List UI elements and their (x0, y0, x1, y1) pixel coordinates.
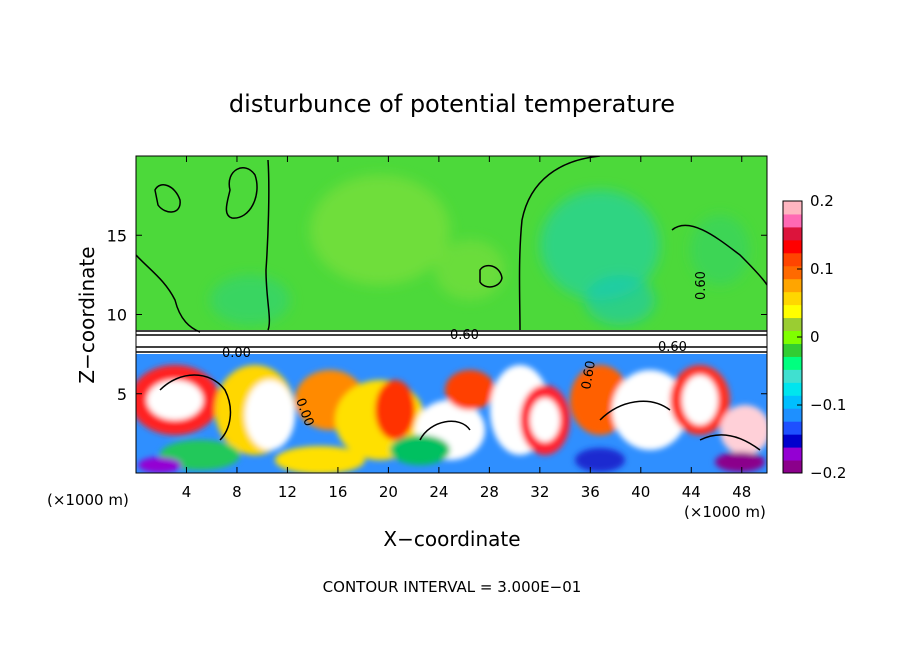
colorbar-swatch (783, 330, 802, 344)
colorbar-swatch (783, 460, 802, 474)
colorbar-swatch (783, 317, 802, 332)
colorbar-swatch (783, 382, 802, 396)
chart-title: disturbunce of potential temperature (229, 90, 675, 118)
x-tick-label: 20 (379, 483, 398, 501)
y-tick-label: 15 (107, 226, 127, 245)
y-axis-label: Z−coordinate (75, 246, 99, 383)
colorbar (783, 201, 802, 474)
contour-label: 0.60 (658, 340, 687, 355)
colorbar-tick-label: 0 (810, 328, 820, 346)
colorbar-swatch (783, 265, 802, 280)
x-tick-label: 48 (732, 483, 751, 501)
colorbar-swatch (783, 408, 802, 422)
colorbar-swatch (783, 278, 802, 293)
contour-label: 0.60 (579, 360, 599, 391)
lower-layer-blobs (136, 365, 767, 473)
x-unit-left: (×1000 m) (47, 491, 129, 509)
x-tick-label: 16 (328, 483, 347, 501)
y-tick-label: 5 (117, 385, 127, 404)
x-unit-right: (×1000 m) (684, 503, 766, 521)
y-axis-ticks: 5 10 15 (107, 226, 767, 404)
contour-label: 0.00 (222, 346, 251, 361)
x-tick-label: 44 (682, 483, 701, 501)
contour-label: 0.60 (450, 328, 479, 343)
x-tick-label: 8 (232, 483, 242, 501)
contour-label: 0.60 (694, 271, 709, 300)
x-tick-label: 36 (581, 483, 600, 501)
colorbar-tick-label: 0.2 (810, 192, 834, 210)
x-tick-label: 28 (480, 483, 499, 501)
x-axis-ticks: 4 8 12 16 20 24 28 32 36 40 44 48 (182, 156, 751, 501)
contour-lines (136, 156, 767, 451)
colorbar-swatch (783, 369, 802, 383)
colorbar-swatch (783, 447, 802, 461)
upper-layer-variations (210, 175, 750, 325)
colorbar-swatch (783, 395, 802, 409)
colorbar-swatch (783, 252, 802, 267)
contour-interval: CONTOUR INTERVAL = 3.000E−01 (323, 578, 582, 596)
colorbar-swatch (783, 213, 802, 228)
colorbar-swatch (783, 304, 802, 319)
colorbar-swatch (783, 201, 802, 215)
y-tick-label: 10 (107, 306, 127, 325)
colorbar-tick-label: −0.2 (810, 464, 846, 482)
x-axis-label: X−coordinate (383, 527, 520, 551)
colorbar-tick-label: −0.1 (810, 396, 846, 414)
colorbar-ticks: 0.2 0.1 0 −0.1 −0.2 (797, 192, 846, 482)
x-tick-label: 32 (530, 483, 549, 501)
x-tick-label: 40 (631, 483, 650, 501)
colorbar-swatch (783, 421, 802, 435)
colorbar-swatch (783, 434, 802, 448)
colorbar-swatch (783, 291, 802, 306)
colorbar-swatch (783, 343, 802, 357)
colorbar-swatch (783, 356, 802, 370)
colorbar-tick-label: 0.1 (810, 260, 834, 278)
x-tick-label: 4 (182, 483, 192, 501)
colorbar-swatch (783, 226, 802, 241)
x-tick-label: 12 (278, 483, 297, 501)
interface-band (136, 330, 767, 354)
heatmap-field: 0.60 0.60 0.60 0.60 0.00 0.00 (136, 156, 767, 473)
colorbar-swatch (783, 239, 802, 254)
x-tick-label: 24 (429, 483, 448, 501)
